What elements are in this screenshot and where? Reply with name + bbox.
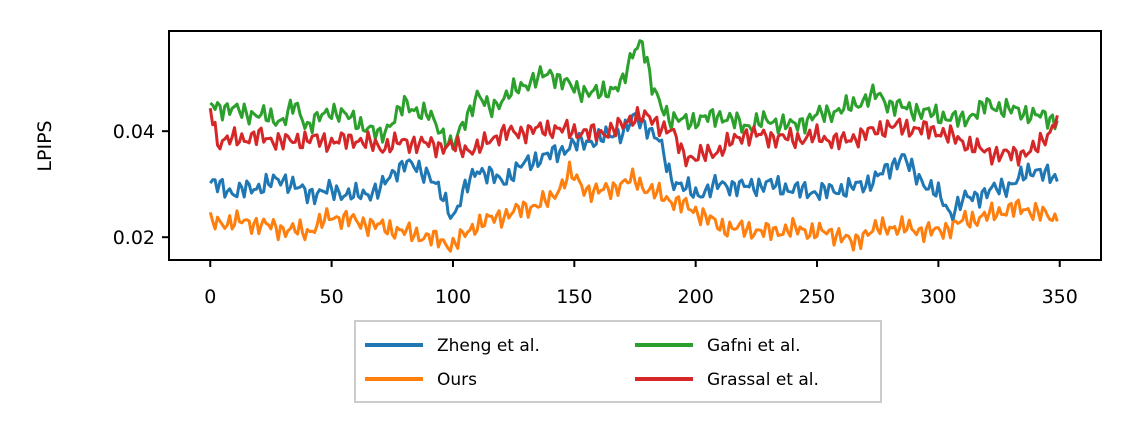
series-line-ours xyxy=(208,160,1059,253)
y-axis: 0.02 0.04 xyxy=(113,121,169,249)
legend-label-zheng-et-al: Zheng et al. xyxy=(437,336,540,356)
y-tick-label: 0.02 xyxy=(113,227,155,249)
x-tick-label: 150 xyxy=(556,286,592,308)
plot-frame xyxy=(168,30,1102,261)
y-axis-label: LPIPS xyxy=(34,120,56,171)
series-line-grassal-et-al xyxy=(208,106,1059,168)
legend-box xyxy=(354,320,882,403)
legend-label-grassal-et-al: Grassal et al. xyxy=(707,370,819,390)
legend: Zheng et al. Ours Gafni et al. Grassal et a… xyxy=(354,320,882,403)
x-tick-label: 200 xyxy=(678,286,714,308)
series-line-gafni-et-al xyxy=(209,39,1059,151)
x-tick-label: 250 xyxy=(799,286,835,308)
x-tick-label: 350 xyxy=(1042,286,1078,308)
legend-label-gafni-et-al: Gafni et al. xyxy=(707,336,801,356)
series-line-zheng-et-al xyxy=(209,112,1059,223)
x-tick-label: 50 xyxy=(320,286,344,308)
x-tick-label: 300 xyxy=(920,286,956,308)
legend-label-ours: Ours xyxy=(437,370,477,390)
x-axis: 0 50 100 150 200 250 300 350 xyxy=(204,260,1078,308)
x-tick-label: 100 xyxy=(435,286,471,308)
y-tick-label: 0.04 xyxy=(113,121,155,143)
x-tick-label: 0 xyxy=(204,286,216,308)
series-layer xyxy=(208,39,1059,253)
